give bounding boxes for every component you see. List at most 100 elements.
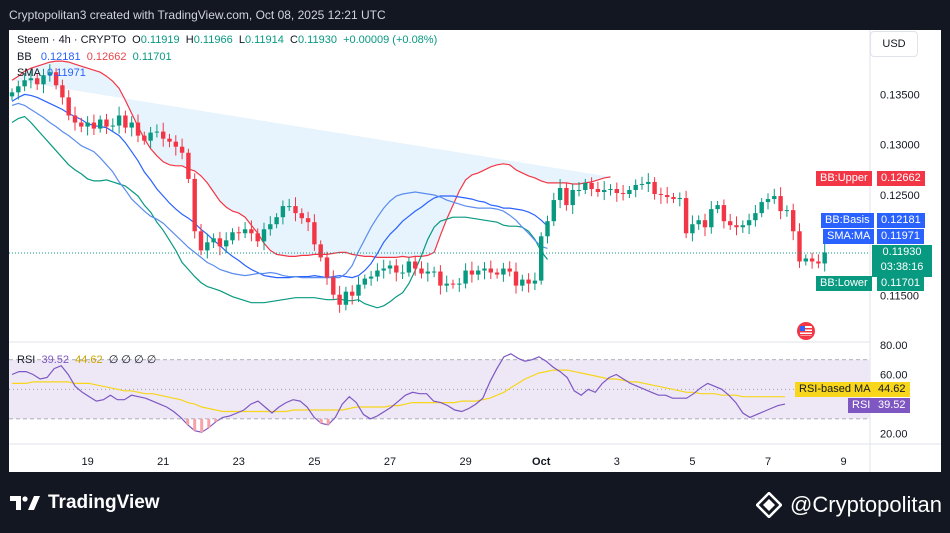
candle[interactable] bbox=[425, 262, 430, 282]
candle[interactable] bbox=[557, 179, 563, 209]
candle[interactable] bbox=[576, 181, 582, 197]
candle[interactable] bbox=[721, 199, 727, 229]
candle[interactable] bbox=[406, 257, 412, 277]
candle[interactable] bbox=[539, 232, 544, 285]
candle[interactable] bbox=[646, 173, 651, 193]
candle[interactable] bbox=[570, 183, 575, 214]
candle[interactable] bbox=[450, 279, 456, 289]
candle[interactable] bbox=[520, 274, 525, 292]
rsi-legend[interactable]: RSI 39.52 44.62 ∅ ∅ ∅ ∅ bbox=[17, 353, 156, 366]
candle[interactable] bbox=[350, 285, 355, 305]
candle[interactable] bbox=[602, 181, 607, 201]
candle[interactable] bbox=[167, 133, 172, 148]
candle[interactable] bbox=[759, 198, 764, 218]
candle[interactable] bbox=[242, 222, 248, 239]
candle[interactable] bbox=[280, 200, 286, 225]
candle[interactable] bbox=[608, 184, 613, 196]
sma-legend[interactable]: SMA 0.11971 bbox=[17, 67, 86, 79]
candle[interactable] bbox=[532, 272, 538, 291]
candle[interactable] bbox=[469, 261, 475, 283]
candle[interactable] bbox=[116, 106, 122, 134]
candle[interactable] bbox=[507, 261, 512, 277]
candle[interactable] bbox=[148, 126, 153, 148]
candle[interactable] bbox=[60, 79, 65, 105]
candle[interactable] bbox=[249, 220, 254, 242]
candle[interactable] bbox=[186, 148, 191, 183]
currency-button[interactable]: USD bbox=[870, 31, 918, 57]
candle[interactable] bbox=[734, 216, 739, 236]
candle[interactable] bbox=[564, 183, 569, 211]
candle[interactable] bbox=[394, 259, 399, 282]
candle[interactable] bbox=[419, 261, 424, 279]
candle[interactable] bbox=[658, 187, 664, 204]
candle[interactable] bbox=[274, 213, 279, 229]
candle[interactable] bbox=[173, 135, 178, 156]
candle[interactable] bbox=[702, 213, 708, 237]
candle[interactable] bbox=[677, 192, 682, 207]
candle[interactable] bbox=[72, 106, 78, 131]
candle[interactable] bbox=[501, 262, 506, 282]
candle[interactable] bbox=[715, 201, 720, 214]
candle[interactable] bbox=[205, 233, 210, 259]
candle[interactable] bbox=[513, 262, 519, 294]
candle[interactable] bbox=[85, 116, 90, 136]
candle[interactable] bbox=[639, 176, 645, 190]
candle[interactable] bbox=[154, 124, 160, 138]
candle[interactable] bbox=[746, 213, 752, 235]
candle[interactable] bbox=[444, 275, 449, 293]
candle[interactable] bbox=[299, 208, 304, 224]
candle[interactable] bbox=[261, 222, 267, 251]
candle[interactable] bbox=[135, 114, 141, 143]
candle[interactable] bbox=[778, 187, 783, 220]
candle[interactable] bbox=[362, 274, 367, 289]
candle[interactable] bbox=[47, 64, 52, 82]
candle[interactable] bbox=[217, 231, 223, 256]
candle[interactable] bbox=[110, 118, 115, 132]
candle[interactable] bbox=[22, 73, 27, 92]
candle[interactable] bbox=[35, 73, 40, 90]
candle[interactable] bbox=[457, 277, 462, 292]
candle[interactable] bbox=[9, 88, 15, 101]
candle[interactable] bbox=[765, 193, 771, 210]
candle[interactable] bbox=[337, 285, 342, 313]
candle[interactable] bbox=[28, 69, 34, 89]
candle[interactable] bbox=[91, 114, 97, 136]
tradingview-logo[interactable]: TradingView bbox=[10, 490, 160, 516]
candle[interactable] bbox=[652, 177, 657, 200]
candle[interactable] bbox=[179, 138, 185, 160]
candle[interactable] bbox=[381, 259, 386, 279]
candle[interactable] bbox=[211, 233, 216, 248]
candle[interactable] bbox=[816, 254, 821, 269]
candle[interactable] bbox=[142, 131, 147, 145]
candlesticks[interactable] bbox=[9, 64, 827, 313]
candle[interactable] bbox=[312, 214, 317, 251]
candle[interactable] bbox=[104, 113, 109, 134]
candle[interactable] bbox=[192, 173, 197, 239]
candle[interactable] bbox=[41, 68, 46, 94]
candle[interactable] bbox=[633, 179, 638, 198]
candle[interactable] bbox=[476, 265, 481, 281]
candle[interactable] bbox=[740, 220, 745, 233]
candle[interactable] bbox=[53, 68, 59, 90]
candle[interactable] bbox=[413, 255, 418, 276]
candle[interactable] bbox=[627, 185, 632, 199]
candle[interactable] bbox=[287, 198, 292, 211]
candle[interactable] bbox=[129, 116, 134, 137]
candle[interactable] bbox=[482, 262, 487, 280]
candle[interactable] bbox=[583, 178, 588, 195]
candle[interactable] bbox=[595, 181, 601, 197]
candle[interactable] bbox=[230, 228, 235, 245]
candle[interactable] bbox=[551, 192, 556, 227]
candle[interactable] bbox=[683, 190, 689, 239]
symbol-legend[interactable]: Steem · 4h · CRYPTO O0.11919 H0.11966 L0… bbox=[17, 34, 437, 46]
candle[interactable] bbox=[526, 273, 531, 293]
candle[interactable] bbox=[16, 80, 21, 100]
candle[interactable] bbox=[324, 251, 330, 285]
candle[interactable] bbox=[589, 177, 594, 197]
candle[interactable] bbox=[79, 117, 84, 133]
candle[interactable] bbox=[431, 266, 437, 278]
candle[interactable] bbox=[463, 263, 468, 289]
candle[interactable] bbox=[809, 252, 815, 269]
candle[interactable] bbox=[400, 264, 405, 279]
